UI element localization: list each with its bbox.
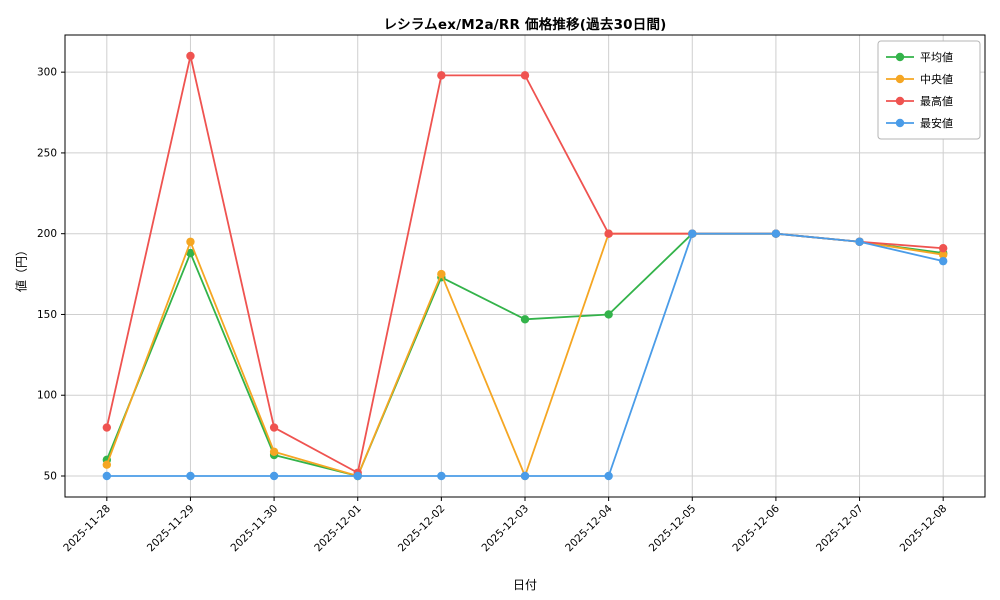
data-point-average — [520, 315, 530, 324]
legend-label-average: 平均値 — [920, 51, 953, 64]
data-point-min — [688, 229, 697, 238]
data-point-median — [938, 250, 948, 259]
chart-title: レシラムex/M2a/RR 価格推移(過去30日間) — [383, 17, 667, 33]
x-tick-label: 2025-12-03 — [479, 503, 531, 555]
data-point-min — [604, 471, 613, 481]
legend-marker-max — [895, 96, 905, 106]
y-tick-label: 250 — [37, 147, 57, 159]
data-point-max — [186, 51, 195, 61]
legend-label-min: 最安値 — [920, 116, 953, 130]
legend-marker-min — [895, 118, 905, 128]
y-tick-label: 150 — [37, 309, 57, 321]
data-point-min — [520, 471, 530, 481]
legend-label-max: 最高値 — [920, 94, 953, 108]
data-point-max — [604, 229, 613, 238]
data-point-min — [102, 471, 112, 481]
legend-label-median: 中央値 — [920, 73, 953, 86]
x-tick-label: 2025-12-01 — [312, 503, 364, 555]
data-point-min — [186, 471, 195, 481]
x-tick-label: 2025-12-06 — [730, 502, 782, 554]
x-tick-label: 2025-12-04 — [563, 502, 615, 554]
data-point-min — [771, 229, 781, 238]
data-point-median — [102, 460, 112, 469]
y-tick-label: 300 — [37, 67, 57, 79]
x-tick-label: 2025-12-07 — [814, 503, 866, 555]
x-axis-label: 日付 — [512, 578, 537, 592]
data-point-max — [938, 244, 948, 253]
grid-lines — [65, 35, 985, 497]
axis-ticks: 2025-11-28 2025-11-29 2025-11-30 2025-12-01… — [37, 67, 949, 555]
x-tick-label: 2025-11-30 — [229, 503, 281, 555]
data-point-min — [353, 471, 362, 481]
y-tick-label: 50 — [44, 471, 57, 483]
y-axis-label: 値（円） — [14, 243, 29, 293]
x-tick-label: 2025-12-05 — [647, 503, 699, 555]
data-point-max — [437, 71, 446, 80]
data-point-average — [604, 310, 613, 319]
y-tick-label: 200 — [37, 228, 57, 240]
data-point-min — [269, 471, 279, 481]
data-point-median — [437, 269, 446, 279]
y-tick-label: 100 — [37, 390, 57, 402]
legend-box — [877, 40, 981, 140]
data-point-max — [269, 423, 279, 432]
x-tick-label: 2025-11-29 — [145, 503, 197, 555]
data-point-median — [269, 447, 279, 456]
x-tick-label: 2025-12-08 — [898, 503, 950, 555]
legend-marker-median — [895, 74, 905, 84]
data-point-min — [855, 237, 864, 246]
x-tick-label: 2025-12-02 — [396, 503, 448, 555]
series-min — [102, 229, 948, 481]
data-point-max — [520, 71, 530, 80]
data-point-max — [102, 423, 112, 432]
legend-marker-average — [895, 52, 905, 62]
x-tick-label: 2025-11-28 — [61, 503, 113, 555]
data-point-average — [186, 248, 195, 258]
data-point-min — [938, 256, 948, 266]
data-point-min — [437, 471, 446, 481]
data-point-median — [186, 237, 195, 246]
